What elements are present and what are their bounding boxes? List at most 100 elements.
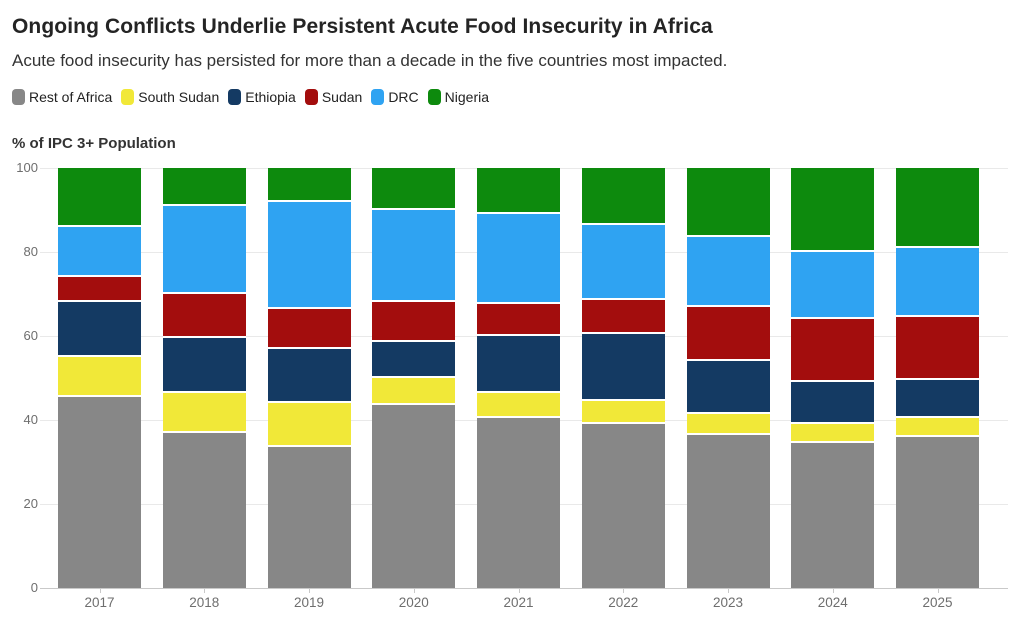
bar-2019 (267, 168, 351, 588)
x-tick-2017 (99, 588, 101, 593)
bar-2020-rest-of-africa (372, 403, 456, 588)
bar-2023-drc (686, 235, 770, 305)
bar-2023-sudan (686, 304, 770, 360)
legend: Rest of Africa South Sudan Ethiopia Sudan DR… (12, 89, 489, 105)
bar-2025-sudan (896, 315, 979, 378)
bar-2017-sudan (58, 275, 141, 301)
y-tick-label-0: 0 (30, 580, 38, 595)
y-tick-label-40: 40 (23, 412, 38, 427)
bar-2024-sudan (791, 317, 875, 381)
x-tick-label-2018: 2018 (189, 595, 220, 610)
y-tick-label-20: 20 (23, 496, 38, 511)
bar-2022-nigeria (581, 168, 665, 223)
y-tick-label-100: 100 (16, 160, 38, 175)
legend-item-nigeria: Nigeria (427, 89, 490, 105)
legend-swatch-rest-of-africa (12, 89, 25, 105)
legend-item-drc: DRC (371, 89, 419, 105)
legend-item-ethiopia: Ethiopia (228, 89, 296, 105)
bar-2019-rest-of-africa (267, 445, 351, 588)
x-tick-label-2024: 2024 (817, 595, 848, 610)
bar-2024-drc (791, 249, 875, 318)
legend-label-nigeria: Nigeria (444, 89, 490, 105)
y-tick-label-60: 60 (23, 328, 38, 343)
legend-label-ethiopia: Ethiopia (245, 89, 296, 105)
bar-2023-ethiopia (686, 359, 770, 412)
bar-2022-ethiopia (581, 331, 665, 399)
x-tick-label-2017: 2017 (84, 595, 115, 610)
legend-label-rest-of-africa: Rest of Africa (29, 89, 113, 105)
bar-2021-rest-of-africa (477, 415, 560, 588)
bar-2022 (581, 168, 665, 588)
x-tick-label-2020: 2020 (398, 595, 429, 610)
x-tick-label-2025: 2025 (922, 595, 953, 610)
x-tick-2023 (728, 588, 729, 593)
bar-2023-south-sudan (686, 411, 770, 433)
bar-2022-south-sudan (581, 399, 665, 423)
legend-swatch-nigeria (427, 89, 441, 105)
bar-2018-south-sudan (162, 390, 246, 431)
bar-2020-south-sudan (372, 375, 456, 404)
bar-2018-nigeria (162, 168, 246, 204)
x-tick-2018 (204, 588, 206, 593)
bar-2019-nigeria (267, 168, 351, 200)
legend-swatch-south-sudan (121, 89, 135, 105)
bar-2024 (791, 168, 875, 588)
bar-2018-sudan (162, 291, 246, 336)
bar-2025-drc (896, 245, 979, 315)
bar-2018-rest-of-africa (162, 430, 246, 588)
legend-label-drc: DRC (388, 89, 419, 105)
x-tick-2024 (832, 588, 834, 593)
plot-area: 0 20 40 60 80 100 2017 2018 2019 2020 2021 2022 2023… (0, 160, 1020, 624)
bar-2025-south-sudan (896, 415, 979, 435)
bar-2024-south-sudan (791, 422, 875, 441)
bar-2020-sudan (372, 300, 456, 341)
bar-2021-ethiopia (477, 333, 560, 391)
bar-2018-ethiopia (162, 336, 246, 391)
legend-swatch-sudan (304, 89, 318, 105)
chart-title: Ongoing Conflicts Underlie Persistent Ac… (12, 15, 713, 38)
y-axis-title: % of IPC 3+ Population (12, 135, 176, 152)
bar-2025 (896, 168, 979, 588)
x-tick-label-2021: 2021 (503, 595, 534, 610)
bar-2017-rest-of-africa (58, 394, 141, 588)
x-tick-label-2019: 2019 (293, 595, 325, 610)
legend-item-sudan: Sudan (304, 89, 363, 105)
y-tick-label-80: 80 (23, 244, 38, 259)
bar-2021-south-sudan (477, 390, 560, 416)
bar-2017 (58, 168, 141, 588)
bar-2019-south-sudan (267, 401, 351, 446)
bar-2021-sudan (477, 302, 560, 334)
bar-2023 (686, 168, 770, 588)
legend-item-rest-of-africa: Rest of Africa (12, 89, 112, 105)
bar-2024-ethiopia (791, 380, 875, 423)
bar-2017-south-sudan (58, 354, 141, 395)
bar-2024-rest-of-africa (791, 441, 875, 588)
bar-2022-drc (581, 222, 665, 299)
bar-2022-rest-of-africa (581, 422, 665, 588)
bar-2017-nigeria (58, 168, 141, 225)
bar-2025-rest-of-africa (896, 434, 979, 588)
legend-label-south-sudan: South Sudan (138, 89, 220, 105)
x-tick-label-2023: 2023 (712, 595, 744, 610)
bar-2017-drc (58, 224, 141, 276)
x-tick-2020 (413, 588, 415, 593)
bar-2021 (477, 168, 560, 588)
legend-label-sudan: Sudan (321, 89, 363, 105)
legend-item-south-sudan: South Sudan (121, 89, 219, 105)
bar-2020 (372, 168, 456, 588)
x-tick-2025 (937, 588, 939, 593)
bar-2025-nigeria (896, 168, 979, 246)
y-gridline-0 (40, 588, 1008, 589)
bar-2024-nigeria (791, 168, 875, 250)
x-tick-label-2022: 2022 (608, 595, 639, 610)
bar-2025-ethiopia (896, 378, 979, 416)
bar-2021-drc (477, 212, 560, 303)
bar-2019-drc (267, 199, 351, 307)
bar-2020-drc (372, 207, 456, 301)
bar-2019-sudan (267, 306, 351, 347)
chart-subtitle: Acute food insecurity has persisted for … (12, 51, 728, 70)
bar-2023-nigeria (686, 168, 770, 236)
bar-2019-ethiopia (267, 346, 351, 402)
bar-2020-ethiopia (372, 340, 456, 376)
